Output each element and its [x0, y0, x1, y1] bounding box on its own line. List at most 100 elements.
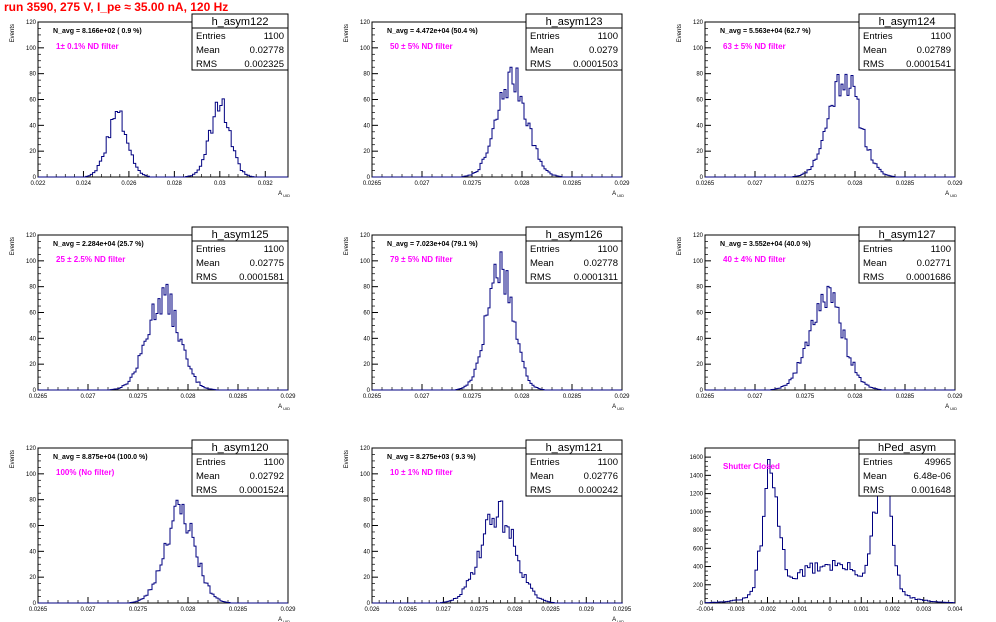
y-tick-label: 100	[693, 46, 704, 52]
y-tick-label: 0	[33, 388, 37, 394]
stats-label: RMS	[196, 272, 217, 283]
y-tick-label: 120	[360, 233, 371, 239]
x-axis-label-subscript: UID	[283, 619, 290, 622]
x-tick-label: 0.0265	[696, 181, 715, 187]
y-tick-label: 100	[693, 259, 704, 265]
histogram-name: h_asym125	[212, 229, 269, 241]
stats-box	[191, 226, 289, 284]
y-tick-label: 40	[363, 123, 370, 129]
y-tick-label: 1400	[690, 473, 704, 479]
navg-label: N_avg = 8.875e+04 (100.0 %)	[53, 454, 148, 461]
x-tick-label: 0.027	[414, 394, 430, 400]
stats-label: RMS	[530, 59, 551, 70]
y-tick-label: 20	[29, 149, 36, 155]
x-axis-label: AUID	[278, 617, 290, 622]
y-tick-label: 0	[700, 601, 704, 607]
x-tick-label: 0.027	[436, 607, 452, 613]
stats-value: 0.02771	[917, 258, 951, 269]
stats-value: 0.02792	[250, 471, 284, 482]
x-tick-label: 0.029	[947, 394, 963, 400]
x-tick-label: -0.001	[790, 607, 808, 613]
stats-value: 1100	[931, 31, 951, 42]
y-tick-label: 1600	[690, 455, 704, 461]
stats-label: RMS	[863, 272, 884, 283]
stats-box	[858, 226, 956, 284]
y-tick-label: 60	[29, 524, 36, 530]
filter-note: 40 ± 4% ND filter	[723, 255, 786, 264]
navg-label: N_avg = 4.472e+04 (50.4 %)	[387, 28, 478, 35]
x-tick-label: 0.028	[847, 181, 863, 187]
y-tick-label: 80	[363, 498, 370, 504]
histogram-name: hPed_asym	[878, 442, 936, 454]
x-tick-label: 0.004	[947, 607, 963, 613]
stats-box	[191, 13, 289, 71]
stats-value: 1100	[264, 457, 284, 468]
stats-box	[525, 13, 623, 71]
x-tick-label: 0.002	[885, 607, 901, 613]
stats-label: RMS	[530, 485, 551, 496]
histogram-name: h_asym126	[546, 229, 603, 241]
x-tick-label: 0.032	[258, 181, 274, 187]
x-tick-label: 0.0275	[463, 394, 482, 400]
stats-value: 0.0001524	[239, 485, 284, 496]
x-tick-label: 0.0285	[563, 181, 582, 187]
histogram-name: h_asym122	[212, 16, 269, 28]
y-tick-label: 20	[29, 575, 36, 581]
navg-label: N_avg = 5.563e+04 (62.7 %)	[720, 28, 811, 35]
x-tick-label: 0.0275	[470, 607, 489, 613]
y-tick-label: 400	[693, 565, 704, 571]
filter-note: 63 ± 5% ND filter	[723, 42, 786, 51]
stats-value: 0.02778	[584, 258, 618, 269]
run-title: run 3590, 275 V, I_pe ≈ 35.00 nA, 120 Hz	[4, 0, 229, 14]
x-tick-label: 0.028	[514, 181, 530, 187]
y-tick-label: 20	[363, 149, 370, 155]
x-tick-label: 0.003	[916, 607, 932, 613]
filter-note: 100% (No filter)	[56, 468, 115, 477]
navg-label: N_avg = 7.023e+04 (79.1 %)	[387, 241, 478, 248]
x-tick-label: 0.028	[847, 394, 863, 400]
y-tick-label: 120	[26, 446, 37, 452]
stats-value: 0.0001581	[239, 272, 284, 283]
x-tick-label: 0.026	[121, 181, 137, 187]
histogram-line	[38, 283, 288, 391]
x-axis-label-subscript: UID	[283, 193, 290, 198]
x-tick-label: 0.0275	[796, 181, 815, 187]
y-axis-label: Events	[10, 237, 16, 255]
x-tick-label: 0.029	[614, 394, 630, 400]
stats-label: Mean	[863, 45, 887, 56]
stats-value: 1100	[598, 31, 618, 42]
y-tick-label: 40	[29, 336, 36, 342]
y-axis-label: Events	[10, 450, 16, 468]
x-tick-label: 0.024	[76, 181, 92, 187]
stats-label: Entries	[863, 244, 893, 255]
x-tick-label: 0.027	[80, 607, 96, 613]
x-tick-label: -0.002	[759, 607, 777, 613]
histogram-panel-h_asym122: 0 20 40 60 80 100 120 0.022 0.024 0.026 0.028 0.03 0…	[10, 13, 290, 198]
y-tick-label: 40	[363, 549, 370, 555]
x-tick-label: 0.028	[514, 394, 530, 400]
y-tick-label: 20	[29, 362, 36, 368]
stats-label: Entries	[530, 457, 560, 468]
filter-note: 1± 0.1% ND filter	[56, 42, 119, 51]
y-tick-label: 60	[363, 524, 370, 530]
x-tick-label: 0.0285	[896, 394, 915, 400]
y-tick-label: 120	[26, 233, 37, 239]
x-tick-label: 0.028	[507, 607, 523, 613]
histogram-panel-h_asym125: 0 20 40 60 80 100 120 0.0265 0.027 0.0275 0.028 0.0…	[10, 226, 296, 411]
x-axis-label: AUID	[945, 404, 957, 411]
filter-note: 50 ± 5% ND filter	[390, 42, 453, 51]
x-tick-label: 0.0265	[29, 607, 48, 613]
x-tick-label: 0.028	[167, 181, 183, 187]
x-tick-label: 0.0265	[363, 181, 382, 187]
histogram-name: h_asym127	[879, 229, 936, 241]
y-tick-label: 0	[367, 601, 371, 607]
y-tick-label: 80	[363, 72, 370, 78]
stats-value: 1100	[598, 244, 618, 255]
x-tick-label: 0.0295	[613, 607, 632, 613]
x-tick-label: 0.0285	[896, 181, 915, 187]
filter-note: 25 ± 2.5% ND filter	[56, 255, 125, 264]
x-tick-label: 0.028	[180, 394, 196, 400]
stats-value: 0.02778	[250, 45, 284, 56]
y-tick-label: 80	[363, 285, 370, 291]
x-axis-label: AUID	[612, 404, 624, 411]
